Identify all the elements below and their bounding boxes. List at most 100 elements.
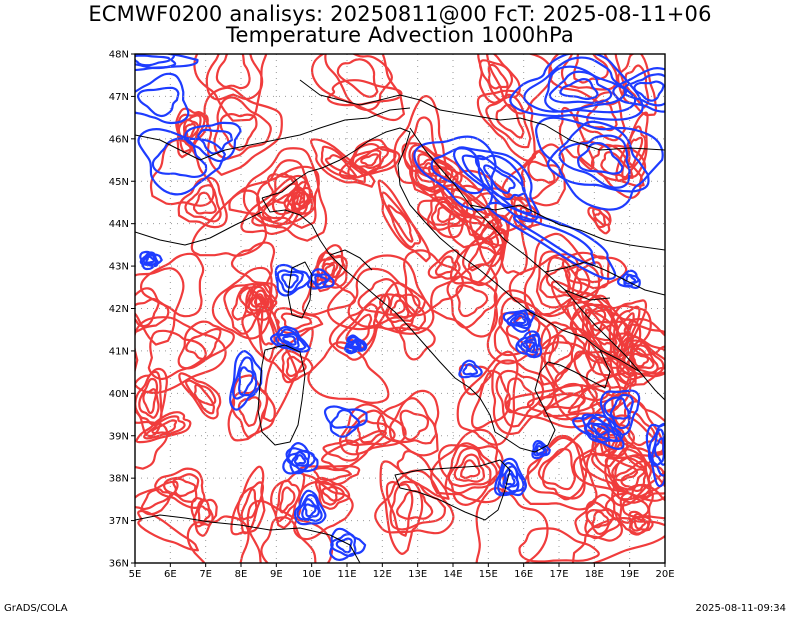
warm-contour	[184, 379, 217, 415]
warm-contour	[335, 303, 379, 350]
warm-contour	[182, 118, 200, 144]
warm-contour	[296, 194, 305, 206]
lon-label: 20E	[655, 569, 674, 580]
lat-label: 46N	[109, 134, 129, 145]
warm-contour	[135, 420, 169, 470]
coastline-path	[199, 107, 411, 161]
warm-contour	[135, 287, 170, 334]
warm-contour	[135, 316, 227, 394]
warm-contour	[500, 212, 528, 276]
warm-contour	[338, 403, 407, 456]
warm-contour	[491, 359, 556, 435]
coastline-path	[564, 289, 611, 301]
warm-contour	[567, 384, 627, 414]
warm-contour	[177, 176, 228, 229]
lon-label: 6E	[164, 569, 177, 580]
coastline-path	[544, 261, 665, 296]
warm-contour	[324, 154, 358, 178]
cold-contour	[330, 408, 361, 429]
coastline-path	[599, 349, 641, 373]
warm-contour	[320, 145, 366, 183]
warm-contour	[345, 313, 373, 344]
lat-label: 37N	[109, 516, 129, 527]
lon-label: 14E	[443, 569, 462, 580]
cold-contour	[546, 120, 650, 193]
warm-contour	[205, 54, 264, 101]
warm-contour	[219, 113, 258, 152]
cold-contour	[231, 356, 258, 400]
cold-contour	[653, 437, 665, 463]
warm-contour	[273, 307, 324, 335]
cold-contour	[335, 537, 353, 554]
warm-contour	[240, 488, 258, 521]
warm-contour	[251, 182, 300, 228]
warm-contour	[446, 275, 498, 329]
warm-contour	[228, 165, 320, 225]
cold-contour	[621, 273, 640, 288]
cold-contour	[576, 141, 624, 175]
warm-contour	[313, 466, 352, 482]
warm-contour	[633, 517, 647, 530]
cold-contour	[184, 121, 242, 163]
warm-contour	[475, 487, 549, 563]
warm-contour	[345, 409, 396, 447]
cold-contour	[474, 154, 526, 201]
cold-contour	[487, 201, 617, 280]
warm-contour	[193, 191, 217, 215]
cold-contour	[581, 413, 624, 444]
warm-contour	[135, 297, 160, 328]
cold-contour	[277, 332, 300, 349]
cold-contour	[586, 422, 611, 440]
warm-contour	[374, 281, 427, 331]
lon-label: 18E	[585, 569, 604, 580]
warm-contour	[336, 58, 379, 98]
cold-contour	[548, 70, 613, 104]
coastline-path	[257, 344, 306, 446]
lon-label: 19E	[620, 569, 639, 580]
lat-label: 40N	[109, 389, 129, 400]
cold-contour	[309, 273, 331, 289]
cold-contour	[348, 339, 362, 350]
warm-contour	[579, 447, 652, 499]
warm-contour	[380, 191, 422, 249]
lat-label: 48N	[109, 50, 129, 61]
warm-contour	[279, 486, 296, 514]
warm-contour	[487, 63, 509, 90]
warm-contour	[627, 347, 655, 370]
cold-contour	[525, 340, 535, 351]
warm-contour	[456, 350, 519, 446]
warm-contour	[280, 312, 313, 330]
lat-label: 41N	[109, 346, 129, 357]
warm-contour	[374, 469, 455, 535]
lat-label: 45N	[109, 177, 129, 188]
warm-contour	[283, 180, 314, 215]
footer-software: GrADS/COLA	[4, 603, 68, 614]
cold-contour	[623, 73, 665, 107]
warm-contour	[449, 214, 510, 287]
warm-contour	[624, 64, 650, 109]
cold-contour	[506, 309, 532, 330]
warm-contour	[238, 282, 279, 321]
warm-contour	[430, 428, 506, 504]
warm-contour	[172, 477, 197, 498]
cold-contour	[197, 128, 233, 155]
cold-contour	[290, 451, 310, 467]
cold-contour	[286, 449, 311, 471]
lon-label: 13E	[408, 569, 427, 580]
warm-contour	[434, 173, 489, 220]
warm-contour	[318, 480, 346, 506]
cold-contour	[572, 413, 625, 450]
warm-contour	[621, 125, 647, 180]
warm-contour	[326, 254, 435, 335]
warm-contour	[184, 184, 222, 223]
warm-contour	[357, 277, 406, 316]
cold-contour	[522, 338, 537, 353]
warm-contour	[477, 54, 521, 104]
warm-contour	[237, 396, 262, 428]
cold-contour	[531, 439, 551, 460]
coastline-path	[261, 127, 611, 453]
warm-contour	[573, 261, 604, 284]
cold-contour	[135, 54, 172, 67]
cold-contour	[350, 341, 360, 349]
warm-contour	[539, 326, 578, 375]
